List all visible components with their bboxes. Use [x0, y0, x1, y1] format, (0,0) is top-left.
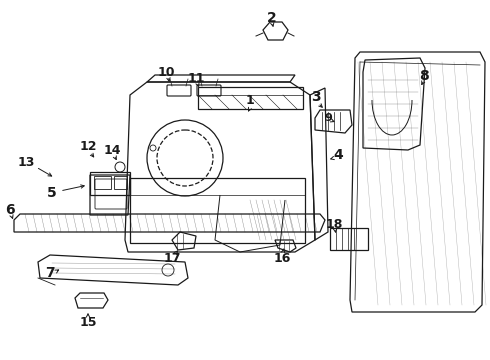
Text: 7: 7	[45, 266, 55, 280]
Text: 16: 16	[273, 252, 291, 265]
Text: 9: 9	[324, 113, 332, 123]
Text: 17: 17	[163, 252, 181, 265]
Text: 6: 6	[5, 203, 15, 217]
Text: 1: 1	[245, 94, 254, 107]
Text: 15: 15	[79, 315, 97, 328]
Text: 4: 4	[333, 148, 343, 162]
Text: 2: 2	[267, 11, 277, 25]
Text: 8: 8	[419, 69, 429, 83]
Text: 10: 10	[157, 66, 175, 78]
Text: 14: 14	[103, 144, 121, 157]
Text: 5: 5	[47, 186, 57, 200]
Text: 12: 12	[79, 139, 97, 153]
Text: 3: 3	[311, 90, 321, 104]
Text: 18: 18	[325, 217, 343, 230]
Text: 13: 13	[17, 156, 35, 168]
Text: 11: 11	[187, 72, 205, 85]
